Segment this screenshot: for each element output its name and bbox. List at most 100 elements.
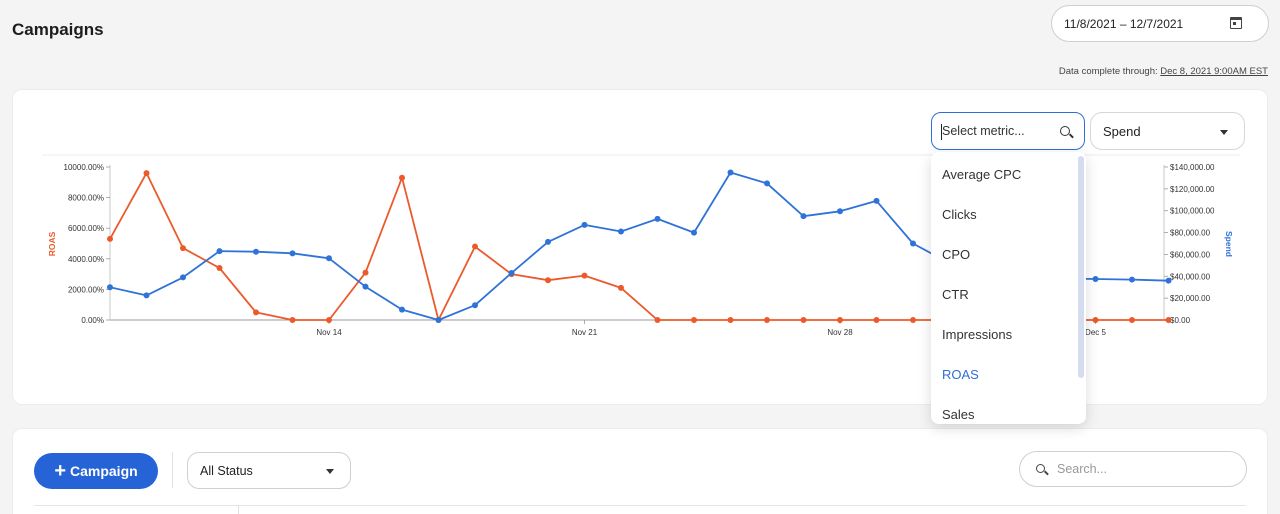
spend-data-point[interactable] <box>618 228 624 235</box>
roas-data-point[interactable] <box>253 309 259 316</box>
spend-data-point[interactable] <box>691 229 697 236</box>
y-right-tick-label: $20,000.00 <box>1170 294 1211 303</box>
plus-icon: + <box>54 460 66 482</box>
y-right-tick-label: $0.00 <box>1170 316 1191 325</box>
roas-data-point[interactable] <box>107 235 113 242</box>
spend-data-point[interactable] <box>143 292 150 299</box>
secondary-metric-value: Spend <box>1103 123 1141 139</box>
roas-data-point[interactable] <box>800 317 807 323</box>
spend-data-point[interactable] <box>362 283 369 290</box>
roas-data-point[interactable] <box>873 317 880 323</box>
metric-option-roas[interactable]: ROAS <box>942 366 979 382</box>
spend-data-point[interactable] <box>910 240 916 247</box>
search-icon <box>1036 464 1045 473</box>
y-left-tick-label: 10000.00% <box>64 163 104 172</box>
y-left-axis-title: ROAS <box>47 231 57 256</box>
roas-data-point[interactable] <box>1129 317 1135 323</box>
roas-data-point[interactable] <box>180 245 186 252</box>
x-tick-label: Dec 5 <box>1085 328 1106 337</box>
spend-data-point[interactable] <box>1129 276 1135 283</box>
roas-data-point[interactable] <box>654 317 661 323</box>
spend-data-point[interactable] <box>873 197 880 204</box>
y-right-axis-title: Spend <box>1224 231 1234 257</box>
y-right-tick-label: $100,000.00 <box>1170 207 1215 216</box>
roas-data-point[interactable] <box>326 317 332 323</box>
page-title: Campaigns <box>12 20 104 39</box>
roas-data-point[interactable] <box>545 277 551 284</box>
spend-data-point[interactable] <box>581 221 588 228</box>
date-range-value: 11/8/2021 – 12/7/2021 <box>1064 16 1184 31</box>
add-campaign-label: Campaign <box>70 463 138 479</box>
roas-data-point[interactable] <box>837 317 843 323</box>
y-left-tick-label: 8000.00% <box>68 194 104 203</box>
spend-data-point[interactable] <box>508 270 515 277</box>
spend-data-point[interactable] <box>1092 276 1099 283</box>
spend-data-point[interactable] <box>1165 277 1172 284</box>
add-campaign-button[interactable]: + Campaign <box>34 453 158 489</box>
spend-data-point[interactable] <box>399 306 405 313</box>
spend-data-point[interactable] <box>727 169 734 176</box>
metric-option-cpo[interactable]: CPO <box>942 246 971 262</box>
campaign-search-placeholder: Search... <box>1057 462 1108 476</box>
roas-data-point[interactable] <box>764 317 770 323</box>
roas-data-point[interactable] <box>910 317 916 323</box>
y-left-tick-label: 4000.00% <box>68 255 104 264</box>
table-column-separator <box>238 505 239 514</box>
spend-data-point[interactable] <box>435 317 442 323</box>
search-icon <box>1060 126 1070 136</box>
spend-data-point[interactable] <box>545 238 551 245</box>
metric-option-clicks[interactable]: Clicks <box>942 206 977 222</box>
spend-data-point[interactable] <box>326 255 332 262</box>
spend-data-point[interactable] <box>654 215 661 222</box>
y-left-tick-label: 0.00% <box>81 316 104 325</box>
spend-data-point[interactable] <box>216 248 223 255</box>
spend-data-point[interactable] <box>472 302 478 309</box>
x-tick-label: Nov 14 <box>316 328 342 337</box>
caret-down-icon <box>326 469 334 474</box>
spend-data-point[interactable] <box>180 274 186 281</box>
roas-data-point[interactable] <box>581 272 588 279</box>
data-complete-link[interactable]: Dec 8, 2021 9:00AM EST <box>1160 66 1268 77</box>
dropdown-scrollbar[interactable] <box>1078 156 1084 378</box>
roas-data-point[interactable] <box>727 317 734 323</box>
toolbar-divider <box>172 452 173 488</box>
data-complete-label: Data complete through: <box>1058 66 1158 77</box>
caret-down-icon <box>1220 130 1228 135</box>
campaign-search-input[interactable]: Search... <box>1019 451 1247 487</box>
metric-option-ctr[interactable]: CTR <box>942 286 969 302</box>
roas-data-point[interactable] <box>399 174 405 181</box>
roas-data-point[interactable] <box>216 264 223 271</box>
y-right-tick-label: $140,000.00 <box>1170 163 1215 172</box>
x-tick-label: Nov 28 <box>827 328 853 337</box>
data-complete-note: Data complete through: Dec 8, 2021 9:00A… <box>1059 66 1268 77</box>
roas-data-point[interactable] <box>289 317 296 323</box>
secondary-metric-select[interactable]: Spend <box>1090 112 1245 150</box>
roas-data-point[interactable] <box>362 269 369 276</box>
status-filter-select[interactable]: All Status <box>187 452 351 489</box>
spend-data-point[interactable] <box>253 248 259 255</box>
y-left-tick-label: 2000.00% <box>68 285 104 294</box>
spend-data-point[interactable] <box>837 208 843 215</box>
roas-data-point[interactable] <box>618 284 624 291</box>
roas-data-point[interactable] <box>472 243 478 250</box>
date-range-picker[interactable]: 11/8/2021 – 12/7/2021 <box>1051 5 1269 42</box>
calendar-icon[interactable] <box>1230 17 1242 29</box>
metric-option-impressions[interactable]: Impressions <box>942 326 1013 342</box>
spend-data-point[interactable] <box>289 250 296 257</box>
text-caret <box>941 124 942 140</box>
roas-data-point[interactable] <box>143 170 150 177</box>
metric-search-input[interactable]: Select metric... <box>931 112 1085 150</box>
metric-option-average-cpc[interactable]: Average CPC <box>942 166 1022 182</box>
spend-data-point[interactable] <box>107 284 113 291</box>
spend-data-point[interactable] <box>764 180 770 187</box>
spend-data-point[interactable] <box>800 213 807 220</box>
table-header-border <box>34 505 1246 506</box>
status-filter-value: All Status <box>200 463 253 478</box>
metric-search-placeholder: Select metric... <box>942 124 1025 138</box>
roas-data-point[interactable] <box>1165 317 1172 323</box>
metric-option-sales[interactable]: Sales <box>942 406 975 422</box>
y-left-tick-label: 6000.00% <box>68 224 104 233</box>
y-right-tick-label: $80,000.00 <box>1170 229 1211 238</box>
roas-data-point[interactable] <box>1092 317 1099 323</box>
roas-data-point[interactable] <box>691 317 697 323</box>
